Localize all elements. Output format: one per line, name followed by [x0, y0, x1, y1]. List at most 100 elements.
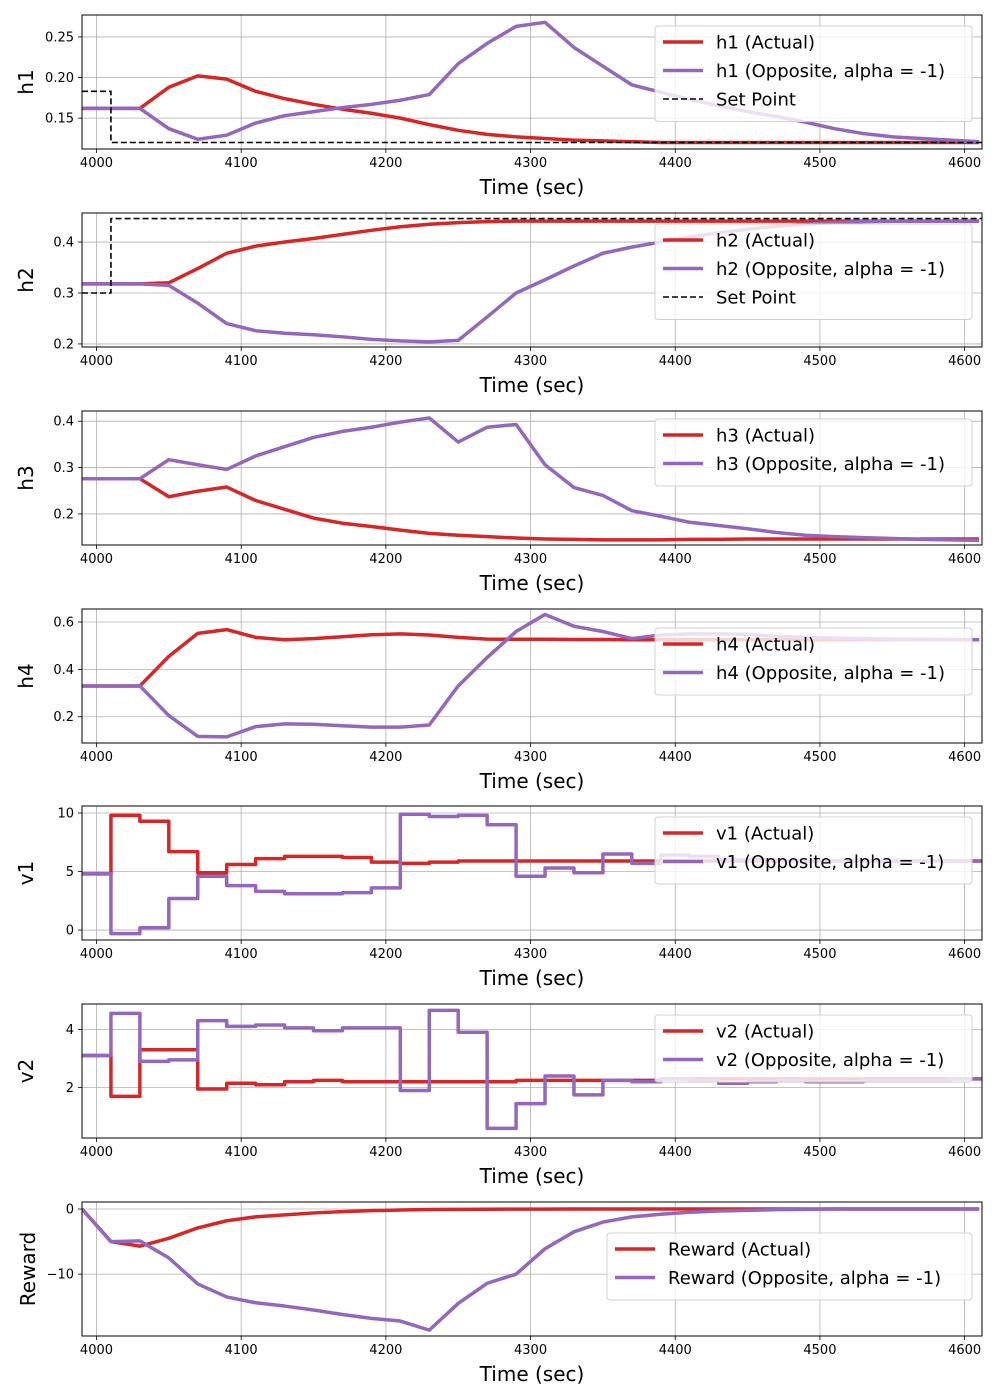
x-tick-label: 4600 — [948, 156, 981, 171]
legend-box — [654, 816, 973, 885]
legend-label: v2 (Actual) — [716, 1022, 814, 1043]
axes-frame — [81, 608, 983, 744]
axes-frame — [81, 1003, 983, 1139]
x-tick-label: 4500 — [803, 1145, 836, 1160]
subplot-h4: 4000 4100 4200 4300 4400 4500 4600 0.2 0.4 0.6 Tim… — [14, 608, 983, 793]
legend: v2 (Actual) v2 (Opposite, alpha = -1) — [654, 1014, 973, 1083]
subplot-reward: 4000 4100 4200 4300 4400 4500 4600 −10 0 Time (se… — [16, 1201, 983, 1386]
axes-frame — [81, 14, 983, 150]
x-tick-label: 4200 — [369, 1343, 402, 1358]
y-axis-label: Reward — [16, 1232, 40, 1306]
legend-label: h1 (Opposite, alpha = -1) — [716, 61, 945, 82]
legend-label: Reward (Opposite, alpha = -1) — [668, 1268, 941, 1289]
y-tick-label: 0.4 — [53, 236, 74, 251]
y-tick-label: 0.2 — [53, 337, 74, 352]
legend: h2 (Actual) h2 (Opposite, alpha = -1) Set … — [654, 223, 973, 320]
y-tick-label: 0.3 — [53, 461, 74, 476]
x-tick-label: 4100 — [225, 354, 258, 369]
x-tick-label: 4500 — [803, 552, 836, 567]
x-tick-label: 4400 — [659, 947, 692, 962]
legend-label: Set Point — [716, 288, 796, 309]
x-tick-label: 4200 — [369, 156, 402, 171]
y-axis-label: h3 — [14, 465, 38, 490]
x-tick-label: 4000 — [80, 354, 113, 369]
legend-box — [654, 223, 973, 320]
x-tick-label: 4000 — [80, 750, 113, 765]
legend-label: h1 (Actual) — [716, 33, 815, 54]
legend-box — [654, 1014, 973, 1083]
legend-label: h3 (Actual) — [716, 426, 815, 447]
x-tick-label: 4500 — [803, 750, 836, 765]
x-tick-label: 4600 — [948, 1145, 981, 1160]
x-tick-label: 4100 — [225, 552, 258, 567]
x-axis-label: Time (sec) — [479, 175, 585, 199]
x-tick-label: 4400 — [659, 552, 692, 567]
x-tick-label: 4400 — [659, 750, 692, 765]
y-tick-label: 4 — [66, 1023, 74, 1038]
y-tick-label: 5 — [66, 865, 74, 880]
legend-label: h2 (Opposite, alpha = -1) — [716, 259, 945, 280]
x-tick-label: 4300 — [514, 947, 547, 962]
legend: h4 (Actual) h4 (Opposite, alpha = -1) — [654, 627, 973, 696]
x-axis-label: Time (sec) — [479, 1362, 585, 1386]
y-tick-label: 0 — [66, 924, 74, 939]
axes-frame — [81, 1201, 983, 1337]
x-tick-label: 4300 — [514, 552, 547, 567]
subplot-h3: 4000 4100 4200 4300 4400 4500 4600 0.2 0.3 0.4 Tim… — [14, 410, 983, 595]
legend-label: v2 (Opposite, alpha = -1) — [716, 1050, 944, 1071]
x-tick-label: 4600 — [948, 947, 981, 962]
axes-frame — [81, 212, 983, 348]
subplot-h1: 4000 4100 4200 4300 4400 4500 4600 0.15 0.20 0.25… — [14, 14, 983, 199]
x-tick-label: 4300 — [514, 1145, 547, 1160]
x-tick-label: 4400 — [659, 156, 692, 171]
series-line-set-point — [82, 217, 982, 294]
y-tick-label: 0.2 — [53, 507, 74, 522]
x-tick-label: 4200 — [369, 552, 402, 567]
plot-area — [82, 20, 982, 145]
x-tick-label: 4200 — [369, 947, 402, 962]
y-axis-label: h2 — [14, 267, 38, 292]
series-line-reward-opposite-alpha-1- — [82, 1207, 980, 1332]
y-tick-label: 0.15 — [45, 112, 74, 127]
legend: h3 (Actual) h3 (Opposite, alpha = -1) — [654, 418, 973, 487]
x-tick-label: 4600 — [948, 750, 981, 765]
legend-label: h3 (Opposite, alpha = -1) — [716, 454, 945, 475]
y-axis-label: h1 — [14, 69, 38, 94]
legend: v1 (Actual) v1 (Opposite, alpha = -1) — [654, 816, 973, 885]
x-tick-label: 4400 — [659, 1145, 692, 1160]
legend: h1 (Actual) h1 (Opposite, alpha = -1) Set … — [654, 25, 973, 122]
x-tick-label: 4100 — [225, 156, 258, 171]
series-line-set-point — [82, 90, 982, 144]
x-tick-label: 4500 — [803, 354, 836, 369]
series-line-h2-opposite-alpha-1- — [82, 219, 980, 344]
plot-area — [82, 1207, 980, 1332]
y-tick-label: 0.6 — [53, 616, 74, 631]
x-tick-label: 4500 — [803, 1343, 836, 1358]
legend: Reward (Actual) Reward (Opposite, alpha =… — [606, 1232, 973, 1301]
x-tick-label: 4500 — [803, 947, 836, 962]
x-tick-label: 4000 — [80, 947, 113, 962]
legend-box — [606, 1232, 973, 1301]
axes-frame — [81, 805, 983, 941]
legend-box — [654, 25, 973, 122]
series-line-h1-opposite-alpha-1- — [82, 20, 980, 144]
y-tick-label: 0.25 — [45, 30, 74, 45]
y-tick-label: 2 — [66, 1081, 74, 1096]
x-tick-label: 4600 — [948, 1343, 981, 1358]
plot-area — [82, 217, 982, 344]
y-tick-label: 0.3 — [53, 286, 74, 301]
x-tick-label: 4100 — [225, 1145, 258, 1160]
plot-area — [82, 416, 980, 543]
subplot-h2: 4000 4100 4200 4300 4400 4500 4600 0.2 0.3 0.4 Tim… — [14, 212, 983, 397]
y-tick-label: 0.4 — [53, 663, 74, 678]
y-tick-label: 0.2 — [53, 710, 74, 725]
legend-label: h4 (Actual) — [716, 635, 815, 656]
legend-box — [654, 627, 973, 696]
x-tick-label: 4000 — [80, 1343, 113, 1358]
subplot-v2: 4000 4100 4200 4300 4400 4500 4600 2 4 Time (sec)… — [14, 1003, 983, 1188]
x-tick-label: 4000 — [80, 156, 113, 171]
x-tick-label: 4200 — [369, 1145, 402, 1160]
axes-frame — [81, 410, 983, 546]
x-tick-label: 4600 — [948, 354, 981, 369]
x-tick-label: 4100 — [225, 1343, 258, 1358]
